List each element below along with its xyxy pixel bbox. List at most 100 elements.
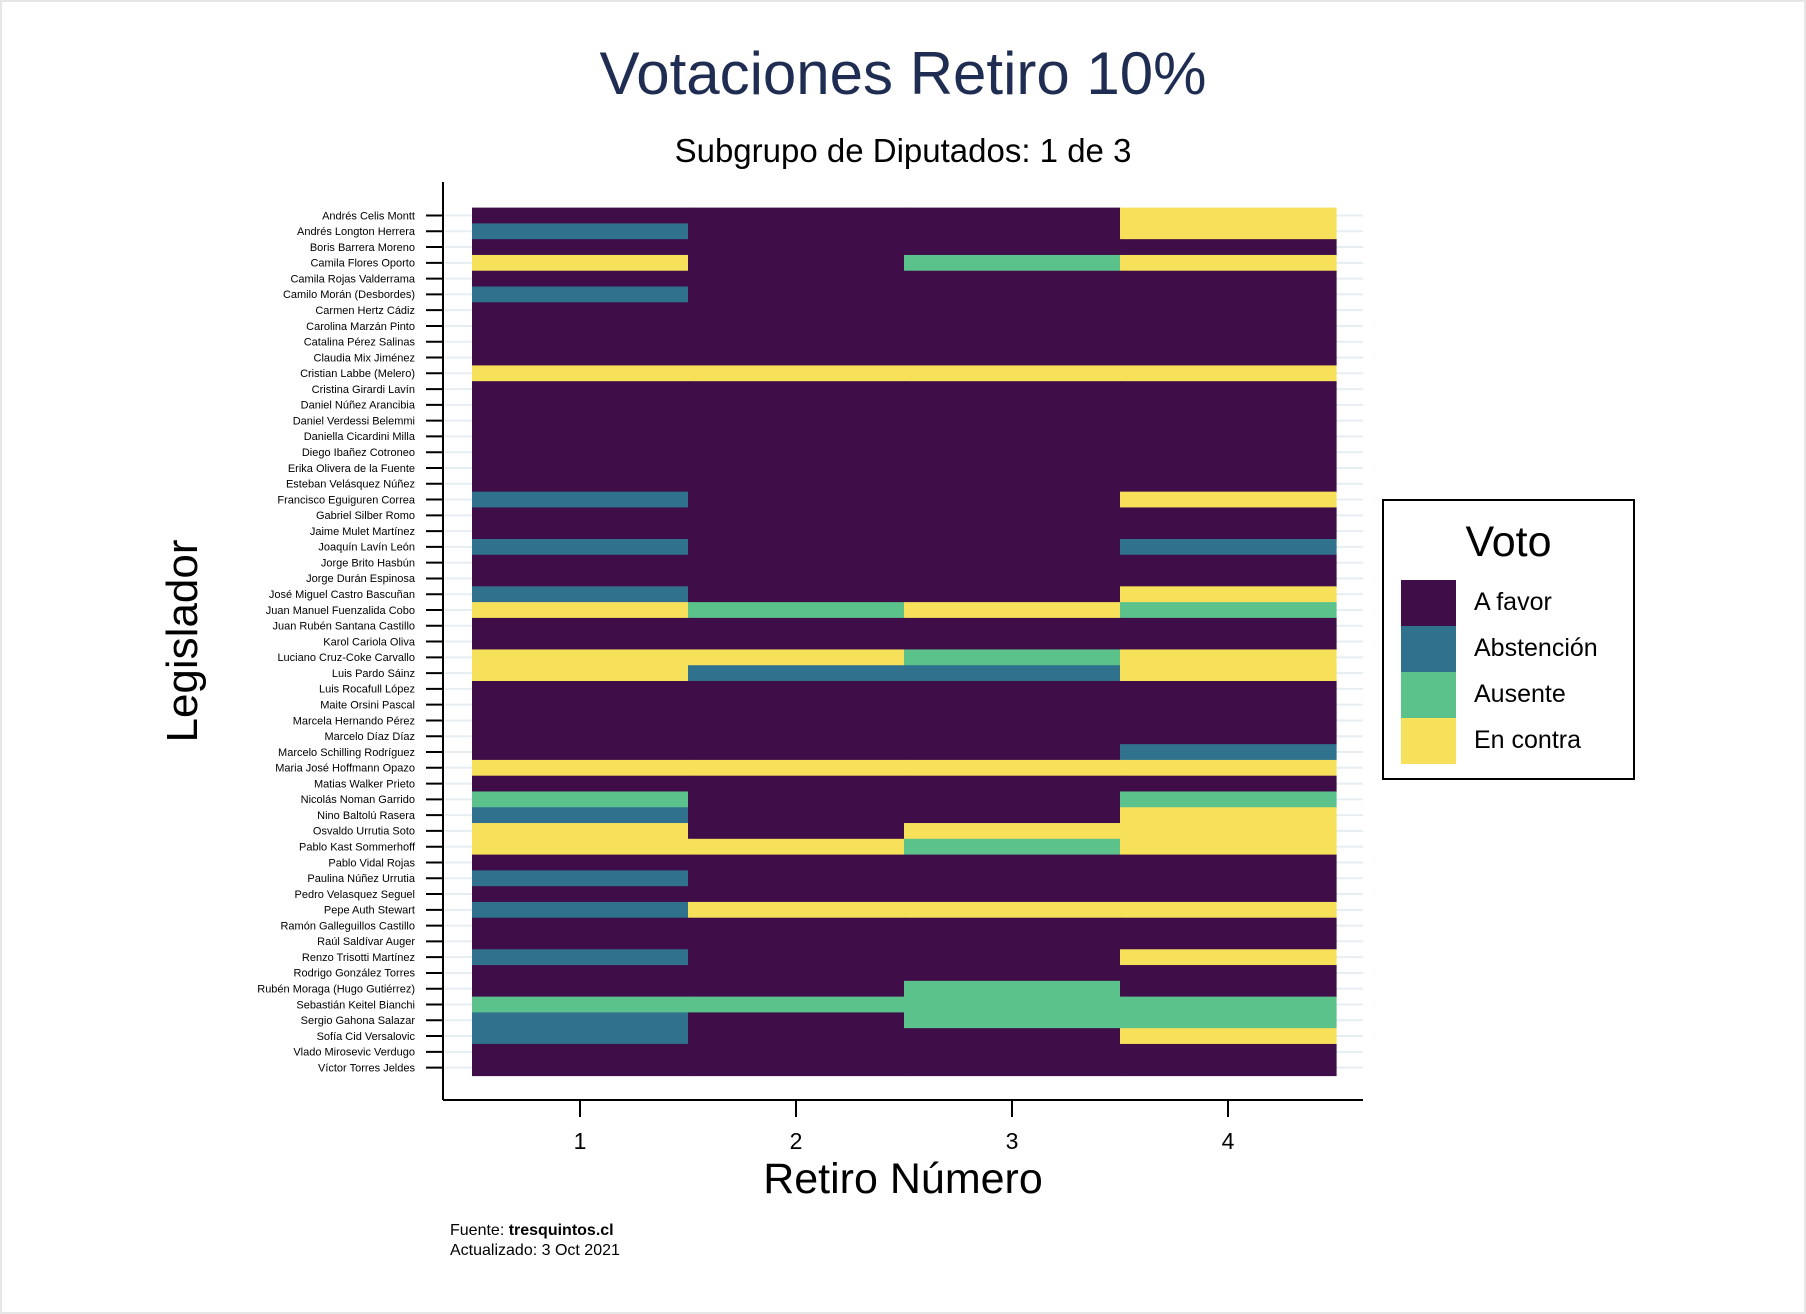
cell-diego-ibanez-cotroneo-retiro-1 <box>472 444 689 461</box>
cell-cristian-labbe-melero-retiro-1 <box>472 365 689 382</box>
y-tick-label: Nino Baltolú Rasera <box>317 810 416 822</box>
cell-luis-pardo-sainz-retiro-4 <box>1120 665 1337 682</box>
cell-daniella-cicardini-milla-retiro-2 <box>688 428 905 445</box>
cell-camila-flores-oporto-retiro-2 <box>688 254 905 272</box>
legend: Voto A favor Abstención Ausente En contr… <box>1382 499 1635 780</box>
y-tick-label: Carolina Marzán Pinto <box>306 321 415 333</box>
cell-jose-miguel-castro-bascunan-retiro-4 <box>1120 586 1337 603</box>
legend-item-a-favor: A favor <box>1401 580 1631 626</box>
cell-jorge-brito-hasbun-retiro-4 <box>1120 554 1337 572</box>
legend-swatch-ausente <box>1401 672 1456 718</box>
cell-jose-miguel-castro-bascunan-retiro-2 <box>688 586 905 603</box>
cell-marcelo-diaz-diaz-retiro-4 <box>1120 728 1337 745</box>
cell-daniella-cicardini-milla-retiro-1 <box>472 428 689 445</box>
cell-gabriel-silber-romo-retiro-3 <box>904 507 1121 524</box>
cell-erika-olivera-de-la-fuente-retiro-1 <box>472 460 689 477</box>
cell-sebastian-keitel-bianchi-retiro-3 <box>904 996 1121 1013</box>
axes <box>426 182 1363 1117</box>
cell-juan-ruben-santana-castillo-retiro-1 <box>472 617 689 635</box>
y-tick-label: Marcelo Schilling Rodríguez <box>278 747 415 759</box>
y-tick-label: Boris Barrera Moreno <box>310 242 415 254</box>
y-tick-label: Gabriel Silber Romo <box>316 510 415 522</box>
cell-francisco-eguiguren-correa-retiro-1 <box>472 491 689 509</box>
y-tick-label: Claudia Mix Jiménez <box>314 352 415 364</box>
cell-marcelo-schilling-rodriguez-retiro-4 <box>1120 744 1337 761</box>
cell-vlado-mirosevic-verdugo-retiro-3 <box>904 1043 1121 1061</box>
cell-jorge-brito-hasbun-retiro-1 <box>472 554 689 572</box>
cell-maria-jose-hoffmann-opazo-retiro-2 <box>688 759 905 777</box>
cell-francisco-eguiguren-correa-retiro-2 <box>688 491 905 509</box>
cell-luis-pardo-sainz-retiro-3 <box>904 665 1121 682</box>
cell-sofia-cid-versalovic-retiro-3 <box>904 1028 1121 1045</box>
cell-camilo-moran-desbordes-retiro-4 <box>1120 286 1337 303</box>
y-tick-label: Daniel Verdessi Belemmi <box>293 415 415 427</box>
y-tick-label: Marcelo Díaz Díaz <box>325 731 415 743</box>
cell-gabriel-silber-romo-retiro-1 <box>472 507 689 524</box>
cell-karol-cariola-oliva-retiro-3 <box>904 633 1121 651</box>
cell-daniel-nunez-arancibia-retiro-3 <box>904 396 1121 414</box>
y-tick-label: Marcela Hernando Pérez <box>293 715 415 727</box>
y-tick-label: José Miguel Castro Bascuñan <box>269 589 415 601</box>
legend-swatch-abstencion <box>1401 626 1456 672</box>
cell-camila-flores-oporto-retiro-1 <box>472 254 689 272</box>
y-tick-label: Luis Rocafull López <box>319 684 415 696</box>
cell-camila-rojas-valderrama-retiro-3 <box>904 270 1121 288</box>
y-tick-label: Karol Cariola Oliva <box>323 636 416 648</box>
y-tick-label: Paulina Núñez Urrutia <box>307 873 415 885</box>
cell-matias-walker-prieto-retiro-3 <box>904 775 1121 793</box>
cell-jorge-brito-hasbun-retiro-2 <box>688 554 905 572</box>
cell-raul-saldivar-auger-retiro-2 <box>688 933 905 950</box>
cell-karol-cariola-oliva-retiro-2 <box>688 633 905 651</box>
y-tick-label: Sofía Cid Versalovic <box>317 1031 416 1043</box>
cell-jaime-mulet-martinez-retiro-1 <box>472 523 689 540</box>
cell-raul-saldivar-auger-retiro-3 <box>904 933 1121 950</box>
cell-carmen-hertz-cadiz-retiro-1 <box>472 302 689 319</box>
cell-osvaldo-urrutia-soto-retiro-3 <box>904 823 1121 840</box>
cell-pablo-vidal-rojas-retiro-2 <box>688 854 905 871</box>
cell-sergio-gahona-salazar-retiro-3 <box>904 1012 1121 1029</box>
y-tick-label: Vlado Mirosevic Verdugo <box>293 1047 415 1059</box>
cell-daniella-cicardini-milla-retiro-3 <box>904 428 1121 445</box>
cell-camila-rojas-valderrama-retiro-1 <box>472 270 689 288</box>
cell-pablo-kast-sommerhoff-retiro-4 <box>1120 838 1337 856</box>
cell-rodrigo-gonzalez-torres-retiro-3 <box>904 965 1121 982</box>
cell-ruben-moraga-hugo-gutierrez-retiro-1 <box>472 980 689 998</box>
cell-andres-longton-herrera-retiro-4 <box>1120 223 1337 240</box>
cell-pablo-vidal-rojas-retiro-3 <box>904 854 1121 871</box>
cell-daniel-verdessi-belemmi-retiro-2 <box>688 412 905 430</box>
cell-claudia-mix-jimenez-retiro-1 <box>472 349 689 367</box>
y-tick-label: Osvaldo Urrutia Soto <box>313 826 415 838</box>
source-prefix: Fuente: <box>450 1222 509 1239</box>
cell-ruben-moraga-hugo-gutierrez-retiro-2 <box>688 980 905 998</box>
cell-osvaldo-urrutia-soto-retiro-4 <box>1120 823 1337 840</box>
cell-erika-olivera-de-la-fuente-retiro-4 <box>1120 460 1337 477</box>
cell-daniel-verdessi-belemmi-retiro-1 <box>472 412 689 430</box>
legend-title: Voto <box>1465 518 1552 566</box>
cell-andres-celis-montt-retiro-3 <box>904 207 1121 224</box>
cell-daniel-verdessi-belemmi-retiro-4 <box>1120 412 1337 430</box>
cell-luis-rocafull-lopez-retiro-4 <box>1120 681 1337 698</box>
cell-marcela-hernando-perez-retiro-4 <box>1120 712 1337 729</box>
y-tick-label: Daniel Núñez Arancibia <box>301 400 416 412</box>
y-tick-label: Víctor Torres Jeldes <box>318 1062 416 1074</box>
cell-jaime-mulet-martinez-retiro-3 <box>904 523 1121 540</box>
y-tick-label: Camilo Morán (Desbordes) <box>283 289 415 301</box>
y-tick-label: Jorge Brito Hasbún <box>321 557 415 569</box>
cell-karol-cariola-oliva-retiro-4 <box>1120 633 1337 651</box>
x-tick-label: 1 <box>574 1128 587 1154</box>
cell-andres-celis-montt-retiro-4 <box>1120 207 1337 224</box>
cell-catalina-perez-salinas-retiro-3 <box>904 333 1121 351</box>
cell-pablo-kast-sommerhoff-retiro-1 <box>472 838 689 856</box>
cell-nicolas-noman-garrido-retiro-1 <box>472 791 689 808</box>
cell-juan-manuel-fuenzalida-cobo-retiro-3 <box>904 602 1121 619</box>
legend-label-abstencion: Abstención <box>1474 634 1598 662</box>
cell-daniel-nunez-arancibia-retiro-4 <box>1120 396 1337 414</box>
cell-renzo-trisotti-martinez-retiro-4 <box>1120 949 1337 966</box>
cell-sergio-gahona-salazar-retiro-2 <box>688 1012 905 1029</box>
cell-luis-pardo-sainz-retiro-1 <box>472 665 689 682</box>
y-tick-label: Nicolás Noman Garrido <box>301 794 415 806</box>
y-tick-label: Pablo Vidal Rojas <box>328 857 415 869</box>
cell-marcelo-diaz-diaz-retiro-1 <box>472 728 689 745</box>
cell-camilo-moran-desbordes-retiro-1 <box>472 286 689 303</box>
cell-carolina-marzan-pinto-retiro-4 <box>1120 318 1337 335</box>
